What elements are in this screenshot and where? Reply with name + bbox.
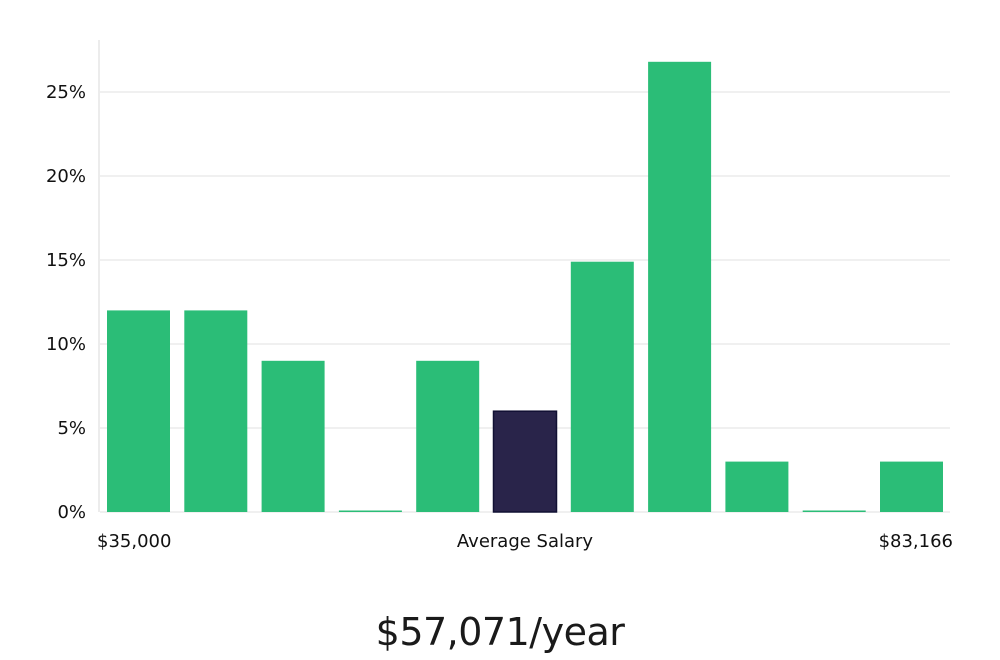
y-tick-label: 20%	[46, 166, 86, 187]
y-tick-label: 0%	[57, 502, 86, 523]
bar-highlighted	[492, 410, 558, 513]
x-min-label: $35,000	[97, 531, 171, 552]
x-axis-title: Average Salary	[457, 531, 594, 552]
bar	[802, 510, 866, 512]
bar	[648, 61, 712, 513]
bars	[107, 61, 943, 513]
y-tick-label: 5%	[57, 418, 86, 439]
y-tick-label: 10%	[46, 334, 86, 355]
bar	[107, 310, 170, 512]
bar	[880, 461, 943, 512]
bar	[570, 261, 634, 512]
salary-histogram: 0%5%10%15%20%25% $35,000 Average Salary …	[46, 40, 953, 552]
bar	[416, 360, 480, 512]
y-tick-labels: 0% 5% 10% 15% 20% 25%	[46, 82, 86, 523]
bar	[725, 461, 789, 512]
bar	[261, 360, 325, 512]
bar	[338, 510, 402, 512]
y-tick-label: 15%	[46, 250, 86, 271]
average-salary-value: $57,071/year	[375, 610, 625, 654]
y-tick-label: 25%	[46, 82, 86, 103]
bar	[184, 310, 248, 512]
x-max-label: $83,166	[879, 531, 953, 552]
